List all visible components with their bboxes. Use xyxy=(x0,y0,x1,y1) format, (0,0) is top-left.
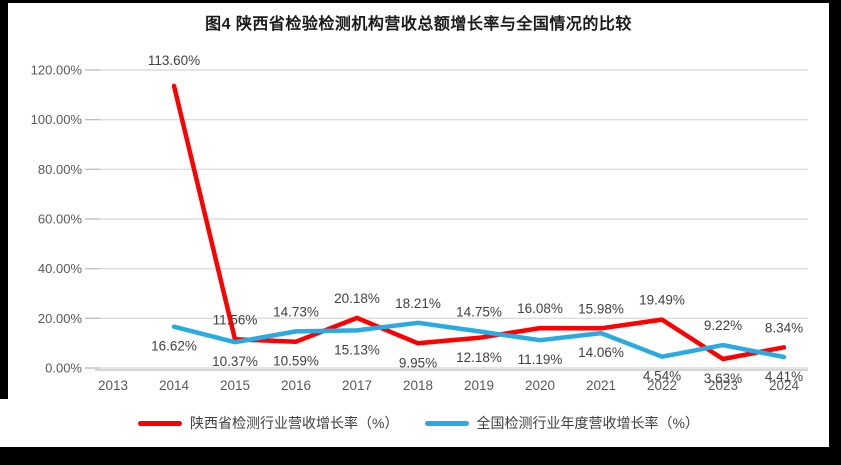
chart-title: 图4 陕西省检验检测机构营收总额增长率与全国情况的比较 xyxy=(205,16,632,33)
data-point-label: 12.18% xyxy=(456,350,502,365)
x-axis-tick-label: 2023 xyxy=(708,378,738,393)
data-point-label: 9.22% xyxy=(704,318,742,333)
data-point-label: 20.18% xyxy=(334,291,380,306)
shaanxi-series-line-swatch-icon xyxy=(138,420,183,426)
data-point-label: 16.62% xyxy=(151,339,197,354)
data-point-label: 4.41% xyxy=(765,369,803,384)
screen-edge-right xyxy=(829,0,841,465)
x-axis-tick-label: 2022 xyxy=(647,378,677,393)
y-axis-tick-label: 80.00% xyxy=(38,162,83,177)
data-point-label: 4.54% xyxy=(643,369,681,384)
y-axis-tick-label: 40.00% xyxy=(38,261,83,276)
data-point-label: 14.73% xyxy=(273,304,319,319)
data-point-label: 11.19% xyxy=(518,352,563,367)
data-point-label: 10.59% xyxy=(273,354,319,369)
x-axis-tick-label: 2017 xyxy=(342,378,372,393)
data-point-label: 14.75% xyxy=(456,304,502,319)
screen-edge-top xyxy=(0,0,841,3)
screen-edge-left xyxy=(0,0,8,399)
x-axis-tick-label: 2015 xyxy=(220,378,250,393)
legend-label-shaanxi: 陕西省检测行业营收增长率（%） xyxy=(190,415,399,431)
data-point-label: 15.13% xyxy=(334,342,380,357)
data-point-label: 10.37% xyxy=(212,354,258,369)
y-axis-tick-label: 120.00% xyxy=(31,63,83,78)
x-axis-tick-label: 2020 xyxy=(525,378,555,393)
data-point-label: 9.95% xyxy=(399,355,437,370)
y-axis-tick-label: 20.00% xyxy=(38,311,83,326)
x-axis-tick-label: 2016 xyxy=(281,378,311,393)
x-axis-tick-label: 2013 xyxy=(98,378,128,393)
national-series-line-swatch-icon xyxy=(424,420,469,426)
screen-edge-bottom xyxy=(0,447,841,465)
y-axis-tick-label: 60.00% xyxy=(38,212,83,227)
data-point-label: 19.49% xyxy=(639,293,685,308)
legend-item-shaanxi: 陕西省检测行业营收增长率（%） xyxy=(138,413,399,433)
data-point-label: 16.08% xyxy=(517,301,563,316)
data-point-label: 15.98% xyxy=(578,301,624,316)
x-axis-tick-label: 2019 xyxy=(464,378,494,393)
x-axis-tick-label: 2024 xyxy=(769,378,800,393)
series-line-national xyxy=(171,320,787,360)
y-axis-tick-label: 100.00% xyxy=(31,112,83,127)
x-axis-tick-label: 2014 xyxy=(159,378,190,393)
data-point-label: 113.60% xyxy=(148,53,200,68)
data-point-label: 3.63% xyxy=(704,371,742,386)
x-axis-tick-label: 2021 xyxy=(586,378,616,393)
series-line-shaanxi xyxy=(171,83,787,362)
data-point-label: 14.06% xyxy=(578,345,624,360)
chart-legend: 陕西省检测行业营收增长率（%） 全国检测行业年度营收增长率（%） xyxy=(8,410,829,436)
y-axis-tick-label: 0.00% xyxy=(45,361,82,376)
x-axis-tick-label: 2018 xyxy=(403,378,433,393)
legend-label-national: 全国检测行业年度营收增长率（%） xyxy=(476,415,699,431)
data-point-label: 11.56% xyxy=(213,312,258,327)
legend-item-national: 全国检测行业年度营收增长率（%） xyxy=(424,413,699,433)
data-point-label: 8.34% xyxy=(765,320,803,335)
data-point-label: 18.21% xyxy=(395,296,441,311)
